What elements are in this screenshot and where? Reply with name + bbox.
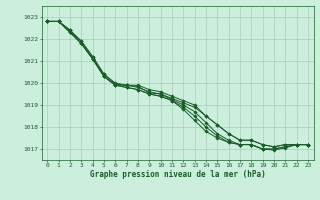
X-axis label: Graphe pression niveau de la mer (hPa): Graphe pression niveau de la mer (hPa)	[90, 170, 266, 179]
